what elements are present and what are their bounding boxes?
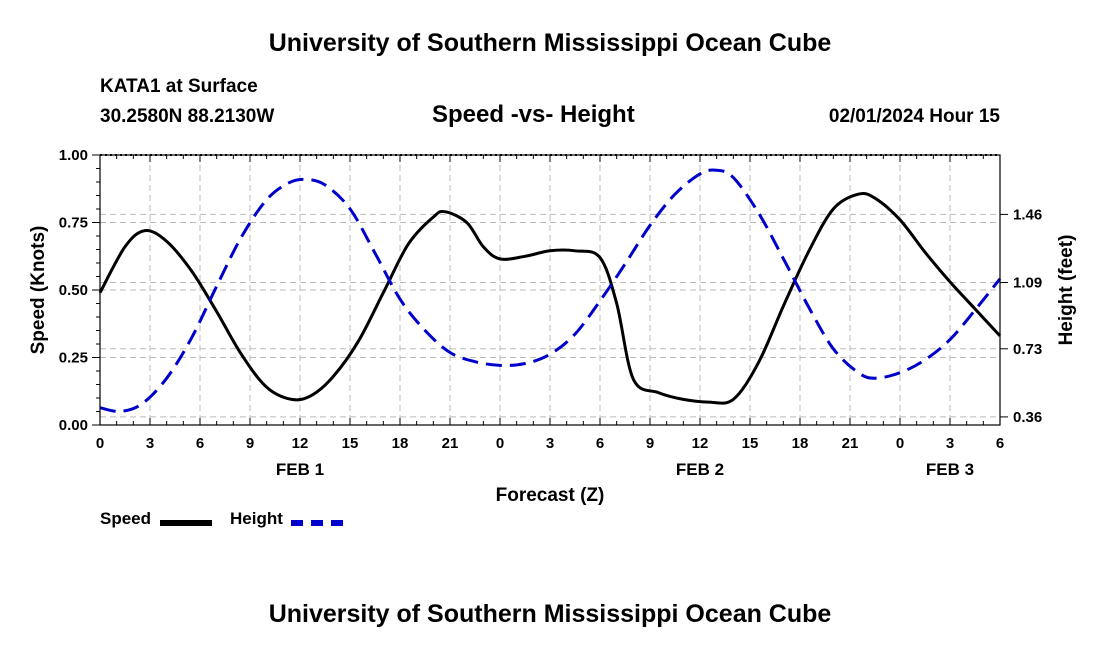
x-tick-label: 21 — [442, 435, 459, 452]
x-tick-label: 15 — [742, 435, 759, 452]
x-tick-label: 12 — [292, 435, 309, 452]
station-label: KATA1 at Surface — [100, 76, 258, 97]
y2-tick-label: 0.36 — [1013, 409, 1042, 426]
x-tick-label: 6 — [996, 435, 1004, 452]
x-tick-label: 3 — [546, 435, 554, 452]
legend-speed-swatch — [160, 520, 212, 526]
series-line-speed — [98, 191, 1002, 405]
y-tick-label: 0.50 — [59, 282, 88, 299]
speed-height-chart: 0 3 6 9 12 15 18 21 0 3 6 9 12 15 18 21 0 3 6 0.00 0.25 0.50 0… — [28, 147, 1077, 506]
y-tick-label: 0.25 — [59, 350, 88, 367]
x-tick-label: 15 — [342, 435, 359, 452]
legend-speed-label: Speed — [100, 509, 152, 528]
y-tick-label: 0.00 — [59, 417, 88, 434]
series-layer — [98, 168, 1002, 413]
x-tick-label: 9 — [646, 435, 654, 452]
x-tick-label: 18 — [792, 435, 809, 452]
y-tick-label: 0.75 — [59, 215, 88, 232]
x-tick-label: 0 — [896, 435, 904, 452]
page-title: University of Southern Mississippi Ocean… — [268, 29, 832, 57]
x-tick-label: 0 — [96, 435, 104, 452]
y2-tick-label: 0.73 — [1013, 341, 1042, 358]
y-axis-label: Speed (Knots) — [28, 226, 49, 355]
station-coordinates: 30.2580N 88.2130W — [100, 106, 275, 127]
y2-tick-label: 1.46 — [1013, 206, 1042, 223]
x-tick-label: 18 — [392, 435, 409, 452]
day-label: FEB 1 — [276, 460, 324, 479]
x-tick-label: 3 — [946, 435, 954, 452]
axis-layer: 0 3 6 9 12 15 18 21 0 3 6 9 12 15 18 21 0 3 6 0.00 0.25 0.50 0… — [59, 147, 1042, 479]
x-tick-label: 6 — [196, 435, 204, 452]
y-tick-label: 1.00 — [59, 147, 88, 164]
chart-title: Speed -vs- Height — [432, 101, 635, 128]
x-tick-label: 9 — [246, 435, 254, 452]
x-tick-label: 3 — [146, 435, 154, 452]
grid-layer — [100, 155, 1000, 425]
x-tick-label: 6 — [596, 435, 604, 452]
legend-height-label: Height — [230, 509, 283, 528]
x-axis-label: Forecast (Z) — [496, 485, 605, 506]
x-tick-label: 21 — [842, 435, 859, 452]
footer-title: University of Southern Mississippi Ocean… — [268, 600, 832, 628]
legend-height-swatch — [291, 520, 343, 526]
series-line-height — [99, 168, 1002, 413]
x-tick-label: 0 — [496, 435, 504, 452]
x-tick-label: 12 — [692, 435, 709, 452]
y2-tick-label: 1.09 — [1013, 275, 1042, 292]
forecast-datetime: 02/01/2024 Hour 15 — [828, 106, 1000, 127]
day-label: FEB 2 — [676, 460, 724, 479]
day-label: FEB 3 — [926, 460, 974, 479]
y2-axis-label: Height (feet) — [1056, 235, 1077, 346]
